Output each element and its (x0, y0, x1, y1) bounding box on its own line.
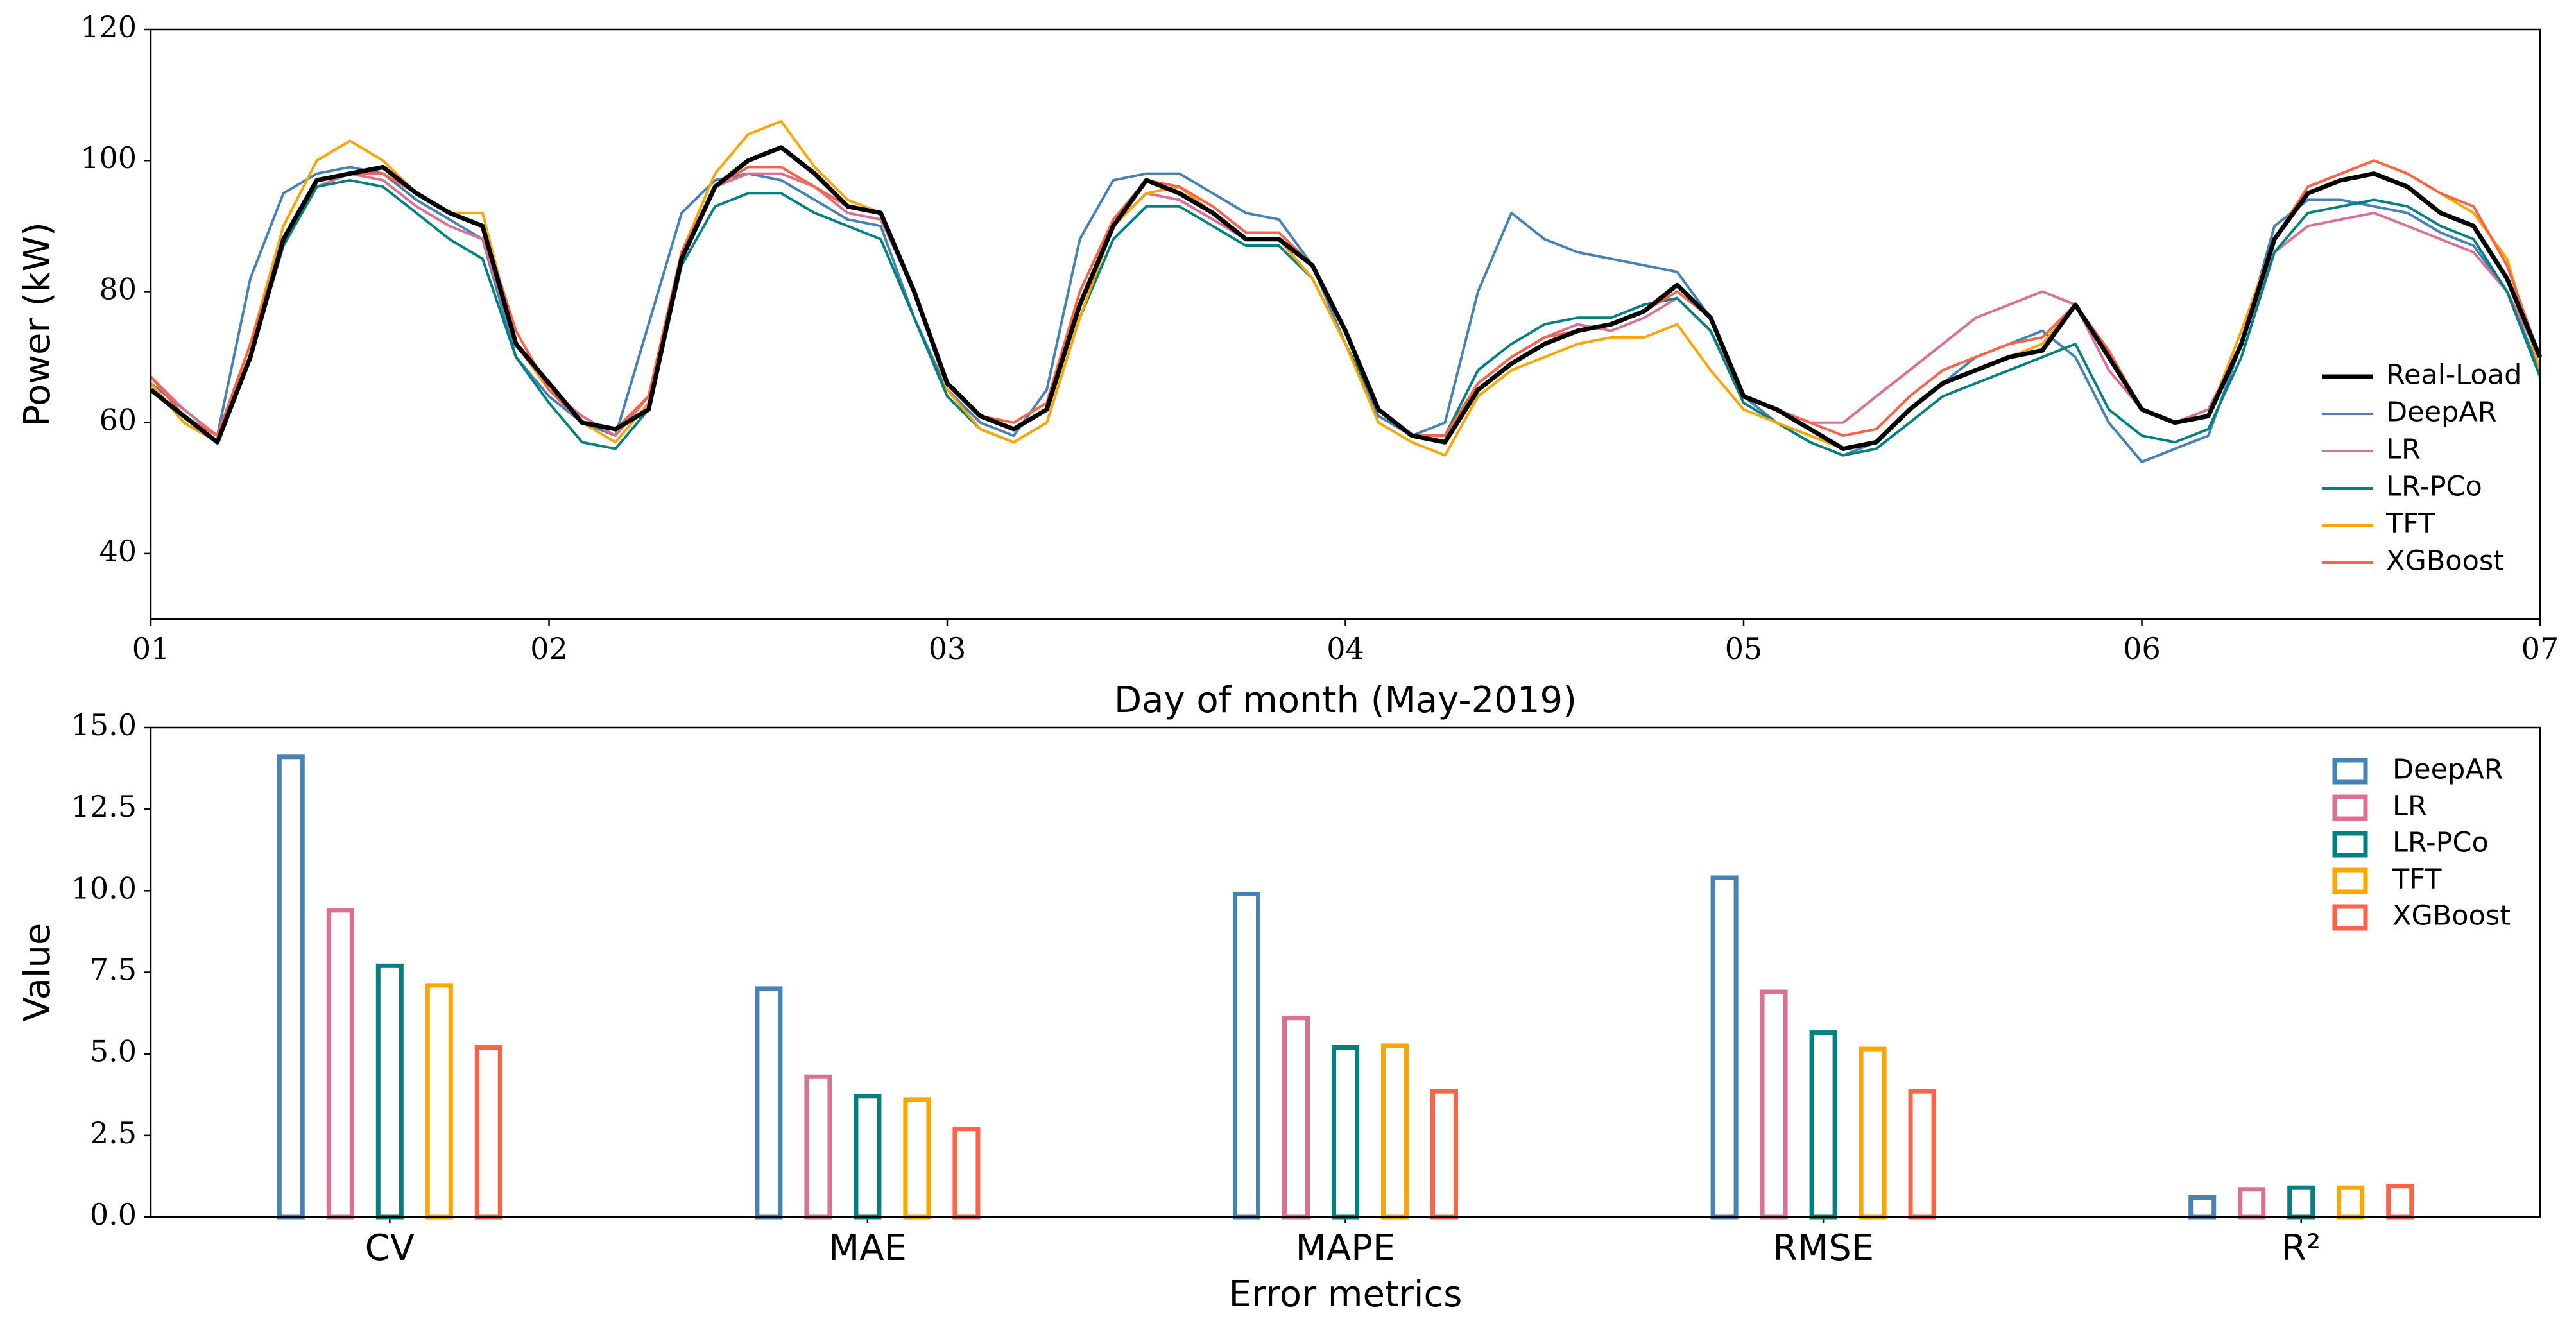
bar (952, 1127, 981, 1220)
bar (1710, 875, 1739, 1220)
x-tick-label: CV (365, 1227, 415, 1269)
series-line (150, 172, 2541, 438)
legend-swatch (2332, 758, 2368, 785)
x-tick-label: 07 (2521, 631, 2559, 666)
bar (755, 986, 783, 1220)
x-axis-label: Day of month (May-2019) (1114, 679, 1577, 721)
bar (2188, 1195, 2217, 1220)
plot-frame (150, 726, 2541, 1218)
x-tick-label: 03 (929, 631, 966, 666)
x-tick-label: R² (2281, 1227, 2321, 1269)
legend-swatch (2332, 867, 2368, 894)
bar (1282, 1016, 1310, 1220)
x-tick-label: MAE (829, 1227, 907, 1269)
y-tick-label: 40 (99, 534, 137, 568)
y-tick-label: 2.5 (90, 1116, 137, 1150)
series-line (150, 159, 2541, 438)
bar (2287, 1185, 2315, 1220)
plot-frame (150, 28, 2541, 620)
bar (804, 1074, 832, 1220)
bar (1760, 989, 1788, 1220)
bar (1332, 1044, 1359, 1220)
bar (2386, 1184, 2414, 1220)
bar (1233, 891, 1260, 1220)
legend-swatch (2332, 904, 2368, 931)
bar (2337, 1185, 2365, 1220)
x-tick-label: MAPE (1296, 1227, 1396, 1269)
y-axis-label: Value (17, 923, 58, 1022)
x-tick-label: 01 (132, 631, 170, 666)
legend-label: LR (2392, 790, 2427, 822)
y-tick-label: 0.0 (90, 1197, 137, 1232)
bar (1430, 1089, 1458, 1220)
bar (1381, 1043, 1409, 1220)
x-tick-label: 05 (1725, 631, 1763, 666)
bar (474, 1044, 502, 1220)
legend-label: DeepAR (2392, 754, 2503, 786)
y-tick-label: 15.0 (71, 708, 137, 742)
x-tick-label: 04 (1327, 631, 1364, 666)
legend-label: DeepAR (2386, 396, 2497, 429)
y-tick-label: 100 (80, 141, 137, 175)
bar (1809, 1030, 1837, 1220)
x-tick-label: 02 (530, 631, 568, 666)
y-axis-label: Power (kW) (17, 222, 58, 427)
legend-label: XGBoost (2386, 545, 2504, 577)
y-tick-label: 5.0 (90, 1034, 137, 1069)
legend-label: XGBoost (2392, 900, 2511, 932)
y-tick-label: 80 (99, 271, 137, 306)
legend-swatch (2332, 794, 2368, 821)
bar (1859, 1046, 1887, 1220)
legend-label: LR (2386, 434, 2421, 466)
bar (903, 1097, 931, 1220)
bar (2238, 1187, 2266, 1220)
legend-label: TFT (2385, 508, 2435, 540)
x-tick-label: 06 (2123, 631, 2161, 666)
bar (375, 963, 404, 1220)
y-tick-label: 12.5 (71, 789, 137, 824)
bar (1908, 1089, 1936, 1220)
legend-label: LR-PCo (2392, 827, 2489, 859)
x-axis-label: Error metrics (1229, 1273, 1463, 1315)
y-tick-label: 7.5 (90, 953, 137, 987)
legend-label: LR-PCo (2386, 471, 2482, 503)
legend-label: TFT (2392, 864, 2442, 896)
bar (326, 908, 354, 1220)
series-line (149, 145, 2543, 451)
legend-swatch (2332, 831, 2368, 858)
bar (854, 1094, 882, 1220)
bar (277, 754, 305, 1220)
y-tick-label: 10.0 (71, 871, 137, 905)
y-tick-label: 120 (80, 10, 137, 44)
y-tick-label: 60 (99, 403, 137, 438)
legend-label: Real-Load (2386, 359, 2521, 391)
bar (425, 983, 453, 1220)
x-tick-label: RMSE (1773, 1227, 1874, 1269)
series-line (150, 120, 2541, 457)
